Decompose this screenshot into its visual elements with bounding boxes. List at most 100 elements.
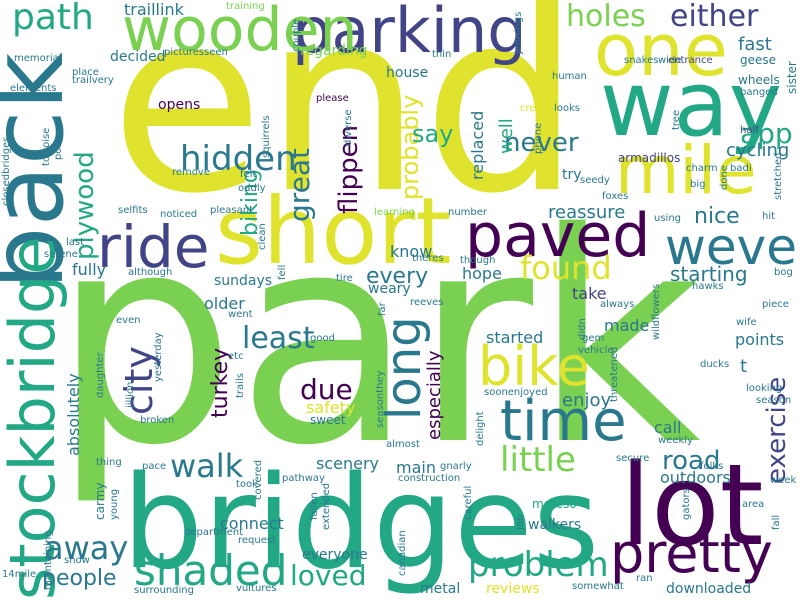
word-walk: walk: [170, 447, 244, 485]
word-least: least: [242, 321, 315, 356]
word-elements: elements: [10, 83, 57, 94]
word-safety: safety: [306, 398, 356, 417]
word-nice: nice: [694, 204, 740, 229]
word-secure: secure: [616, 453, 650, 464]
word-try: try: [562, 167, 582, 183]
word-weekly: weekly: [658, 435, 693, 446]
word-looks: looks: [554, 103, 581, 114]
word-learning: learning: [374, 207, 415, 218]
word-tree: tree: [671, 109, 682, 130]
word-job: job: [515, 514, 526, 530]
word-gators: gators: [681, 488, 692, 520]
word-holes: holes: [566, 0, 646, 34]
word-short: short: [215, 178, 452, 285]
word-closedbridges: closedbridges: [1, 136, 12, 206]
word-done: done: [719, 165, 730, 190]
word-always: always: [600, 299, 635, 310]
word-phone: phone: [533, 122, 544, 154]
word-ran: ran: [636, 573, 653, 584]
word-pace: pace: [142, 461, 167, 472]
word-opens: opens: [158, 97, 201, 113]
word-either: either: [670, 0, 759, 34]
word-bike: bike: [478, 335, 590, 398]
word-cycling: cycling: [726, 140, 790, 161]
word-far: far: [377, 302, 388, 316]
word-pretty: pretty: [610, 522, 773, 585]
word-theres: theres: [412, 253, 444, 264]
word-wide: wide: [658, 55, 682, 66]
word-traillink: traillink: [124, 0, 184, 19]
word-careful: careful: [463, 485, 474, 520]
word-delight: delight: [475, 411, 486, 446]
word-sundays: sundays: [214, 273, 273, 289]
word-pleasant: pleasant: [210, 205, 254, 216]
word-bog: bog: [774, 267, 793, 278]
word-fast: fast: [738, 34, 772, 55]
word-know: know: [390, 242, 433, 261]
word-felt: felt: [240, 169, 257, 180]
word-one: one: [594, 8, 728, 92]
word-lot: lot: [620, 441, 764, 571]
word-ride: ride: [97, 213, 210, 281]
word-creek: creek: [520, 103, 548, 114]
word-starting: starting: [670, 262, 748, 286]
word-found: found: [520, 249, 612, 287]
word-way: way: [600, 52, 783, 157]
word-well: well: [496, 118, 517, 154]
word-piece: piece: [762, 299, 789, 310]
word-parking: parking: [292, 0, 527, 67]
word-call: call: [654, 418, 682, 437]
word-ducks: ducks: [700, 359, 730, 370]
word-took: took: [236, 479, 258, 490]
word-thin: thin: [432, 49, 452, 60]
word-though: though: [460, 255, 496, 266]
word-armadillos: armadillos: [618, 151, 681, 165]
word-vehicle: vehicle: [578, 345, 614, 356]
word-great: great: [283, 147, 316, 222]
word-oddly: oddly: [238, 183, 266, 194]
word-surrounding: surrounding: [134, 585, 194, 596]
word-memorial: memorial: [14, 53, 62, 64]
word-selfits: selfits: [118, 205, 148, 216]
word-tire: tire: [336, 273, 353, 284]
word-charm: charm: [686, 163, 718, 174]
word-snow: snow: [64, 555, 90, 566]
word-reviews: reviews: [486, 581, 540, 597]
word-couple: couple: [291, 18, 302, 52]
word-scenery: scenery: [316, 454, 380, 473]
word-somewhat: somewhat: [572, 581, 624, 592]
word-snakes: snakes: [624, 55, 659, 66]
word-sister: sister: [785, 61, 799, 94]
word-walkers: walkers: [528, 517, 582, 533]
word-pictures: pictures: [164, 47, 205, 58]
word-soonenjoyed: soonenjoyed: [484, 387, 548, 398]
word-even: even: [116, 315, 141, 326]
word-everyone: everyone: [302, 547, 368, 563]
word-fallen: fallen: [309, 492, 320, 520]
word-jillion: jillion: [125, 381, 136, 408]
word-take: take: [572, 284, 607, 303]
word-noticed: noticed: [160, 209, 198, 220]
word-area: area: [742, 499, 765, 510]
word-broken: broken: [140, 415, 175, 426]
word-14mile: 14mile: [2, 569, 37, 580]
word-sweet: sweet: [310, 413, 346, 427]
word-entrance: entrance: [668, 55, 713, 66]
word-main: main: [396, 458, 436, 477]
word-clean: clean: [257, 223, 268, 250]
word-wife: wife: [736, 317, 757, 328]
word-replaced: replaced: [468, 110, 487, 180]
word-request: request: [238, 535, 277, 546]
word-time: time: [500, 389, 627, 454]
word-department: department: [184, 527, 244, 538]
word-week: week: [770, 475, 797, 486]
word-etc: etc: [228, 351, 244, 362]
word-every: every: [366, 264, 429, 289]
word-possums: possums: [53, 115, 64, 160]
word-people: people: [42, 566, 117, 591]
word-never: never: [504, 128, 579, 158]
word-weary: weary: [368, 281, 411, 297]
word-wheels: wheels: [738, 73, 780, 87]
word-season: season: [756, 395, 792, 406]
